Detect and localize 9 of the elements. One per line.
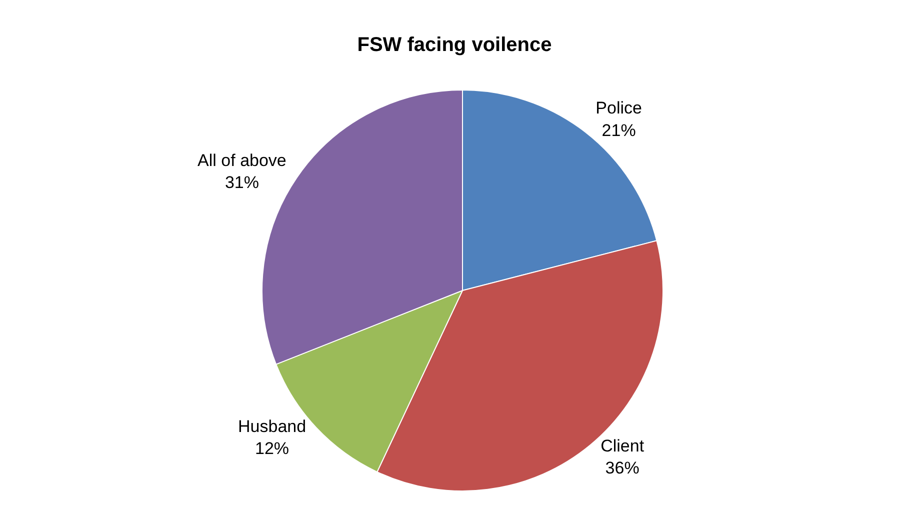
- slice-label: Police: [596, 98, 642, 118]
- data-label: 36%: [605, 458, 640, 478]
- data-label: 21%: [602, 120, 636, 140]
- slice-label: Client: [600, 436, 644, 456]
- data-label: 31%: [224, 172, 259, 192]
- chart-title: FSW facing voilence: [357, 34, 552, 56]
- slice-label: All of above: [198, 150, 286, 170]
- data-label: 12%: [255, 438, 290, 458]
- slice-label: Husband: [238, 416, 306, 436]
